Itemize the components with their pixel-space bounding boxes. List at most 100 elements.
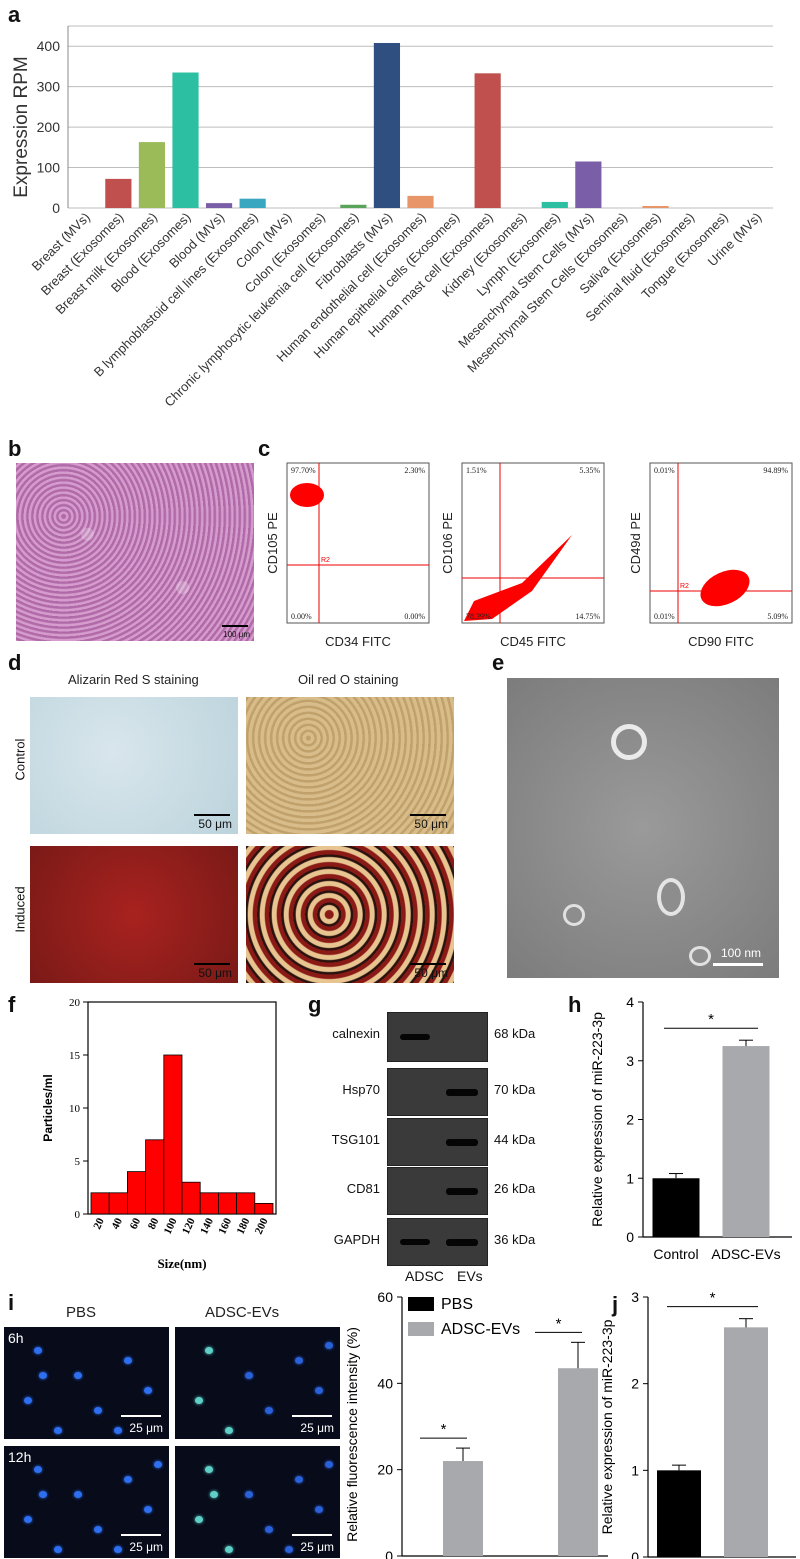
western-blot: calnexin 68 kDa Hsp70 70 kDa TSG101 44 kDa CD8… — [300, 1000, 570, 1284]
y-tick-label: 0 — [631, 1549, 639, 1559]
significance-marker: * — [708, 1011, 714, 1028]
molecular-weight-label: 68 kDa — [494, 1026, 536, 1041]
quadrant-ul-value: 0.01% — [654, 466, 675, 475]
x-axis-label: CD45 FITC — [500, 634, 566, 649]
panel-label-i: i — [8, 1290, 15, 1315]
scale-label: 50 μm — [414, 817, 448, 831]
nucleus — [39, 1491, 47, 1498]
y-axis-label: CD105 PE — [265, 512, 280, 574]
nucleus — [195, 1516, 203, 1523]
y-tick-label: 400 — [37, 38, 61, 54]
quadrant-ur-value: 5.35% — [579, 466, 600, 475]
scale-label: 100 nm — [720, 946, 761, 960]
cell-population — [700, 569, 750, 607]
bar — [443, 1461, 483, 1556]
bar — [722, 1046, 770, 1237]
x-tick-label: 60 — [128, 1216, 144, 1231]
scale-label: 50 μm — [414, 966, 448, 980]
protein-label: Hsp70 — [342, 1082, 380, 1097]
bar — [172, 72, 199, 208]
bar — [199, 1192, 219, 1215]
alizarin-induced-image: 50 μm — [30, 846, 238, 983]
nucleus — [24, 1516, 32, 1523]
x-tick-label: 140 — [198, 1216, 216, 1236]
gate-label: R2 — [321, 557, 330, 564]
quadrant-ll-value: 78.39% — [466, 612, 491, 621]
nucleus — [94, 1407, 102, 1414]
scale-bar — [292, 1534, 332, 1536]
bar — [181, 1181, 201, 1215]
row-label-control: Control — [12, 738, 28, 781]
chart-i: 0 20 40 60 Relative fluorescence intensity (… — [344, 1289, 608, 1559]
fluorescence-image: 25 μm — [175, 1327, 340, 1439]
y-axis-label: Relative fluorescence intensity (%) — [344, 1327, 360, 1542]
y-axis-label: CD49d PE — [628, 512, 643, 574]
y-tick-label: 20 — [69, 997, 81, 1009]
nucleus — [295, 1357, 303, 1364]
nucleus — [114, 1546, 122, 1553]
bar — [474, 73, 501, 208]
bar — [642, 205, 669, 208]
molecular-weight-label: 36 kDa — [494, 1232, 536, 1247]
nucleus — [74, 1491, 82, 1498]
lane-label: ADSC — [405, 1268, 444, 1284]
y-tick-label: 3 — [631, 1289, 639, 1305]
quadrant-ur-value: 2.30% — [404, 466, 425, 475]
nucleus — [285, 1546, 293, 1553]
significance-marker: * — [556, 1315, 562, 1332]
blot-strip — [387, 1167, 488, 1215]
molecular-weight-label: 26 kDa — [494, 1181, 536, 1196]
x-tick-label: 20 — [91, 1216, 107, 1231]
bar — [217, 1192, 237, 1215]
quadrant-lr-value: 0.00% — [404, 612, 425, 621]
y-tick-label: 10 — [69, 1103, 81, 1115]
x-tick-label: Control — [653, 1246, 698, 1262]
panel-label-e: e — [492, 650, 505, 675]
panel-label-f: f — [8, 992, 16, 1017]
x-tick-label: 200 — [253, 1216, 271, 1236]
x-tick-label: 180 — [235, 1216, 253, 1236]
quadrant-lr-value: 14.75% — [575, 612, 600, 621]
bar — [652, 1178, 700, 1237]
x-tick-label: 160 — [216, 1216, 234, 1236]
tem-image: 100 nm — [507, 678, 779, 978]
bar — [239, 198, 266, 208]
nucleus — [265, 1526, 273, 1533]
flow-plot-frame — [461, 462, 605, 624]
y-axis-label: Particles/ml — [41, 1074, 55, 1141]
scale-bar — [292, 1415, 332, 1417]
quadrant-lr-value: 5.09% — [767, 612, 788, 621]
legend-swatch — [408, 1322, 434, 1336]
band — [400, 1034, 430, 1040]
y-tick-label: 0 — [75, 1209, 81, 1221]
bar — [138, 142, 166, 208]
quadrant-ul-value: 1.51% — [466, 466, 487, 475]
nucleus — [225, 1427, 233, 1434]
y-axis-label: Expression RPM — [11, 56, 32, 198]
panel-label-h: h — [568, 992, 582, 1017]
scale-label: 25 μm — [129, 1540, 163, 1554]
nucleus — [315, 1387, 323, 1394]
cell-population — [290, 483, 324, 507]
bar — [254, 1202, 274, 1215]
x-axis-label: Size(nm) — [157, 1256, 206, 1271]
scale-bar — [121, 1415, 161, 1417]
scale-bar — [121, 1534, 161, 1536]
nucleus — [54, 1546, 62, 1553]
nucleus — [74, 1372, 82, 1379]
scale-label: 50 μm — [198, 817, 232, 831]
staining-col2-title: Oil red O staining — [298, 672, 399, 687]
nucleus — [265, 1407, 273, 1414]
y-tick-label: 300 — [37, 79, 61, 95]
row-label-induced: Induced — [12, 886, 28, 933]
nucleus — [315, 1506, 323, 1513]
blot-strip — [387, 1068, 488, 1116]
cell-population — [464, 535, 572, 621]
bar — [407, 195, 434, 208]
panel-label-g: g — [308, 992, 322, 1017]
molecular-weight-label: 44 kDa — [494, 1132, 536, 1147]
y-tick-label: 100 — [37, 160, 61, 176]
bar — [127, 1171, 147, 1215]
legend-swatch — [408, 1297, 434, 1311]
